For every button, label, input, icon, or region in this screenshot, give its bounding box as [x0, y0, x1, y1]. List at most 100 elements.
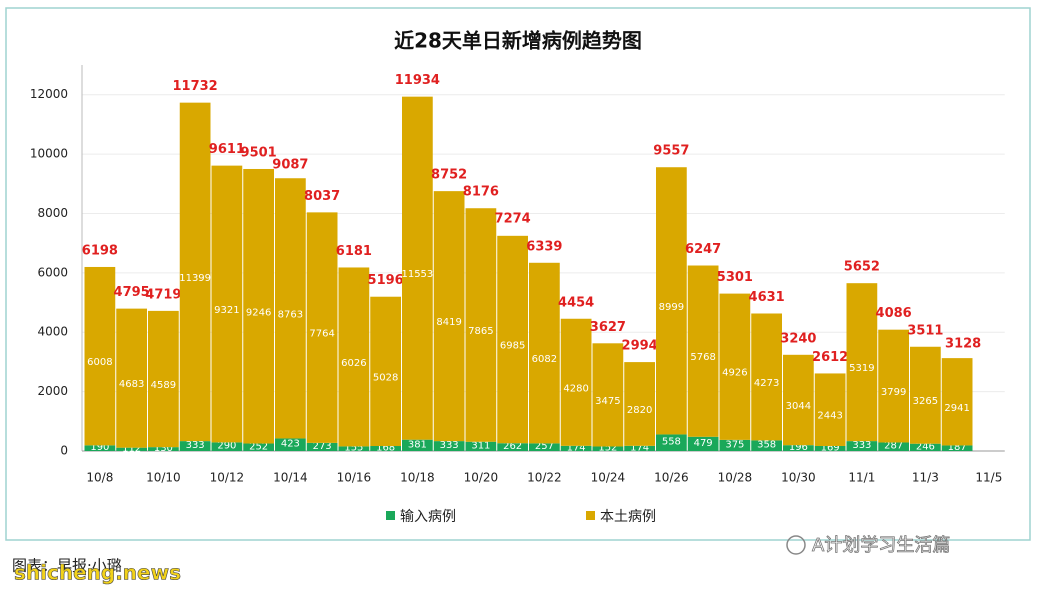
segment-label: 333 [852, 440, 871, 451]
y-tick-label: 2000 [37, 384, 68, 398]
bar-segment [306, 442, 338, 451]
segment-label: 333 [186, 440, 205, 451]
segment-label: 3799 [881, 387, 906, 398]
watermark-icon [786, 535, 806, 555]
segment-label: 2443 [817, 411, 842, 422]
bar-segment [687, 436, 719, 451]
total-label: 9611 [209, 142, 245, 157]
segment-label: 2941 [944, 403, 969, 414]
segment-label: 11399 [179, 273, 211, 284]
site-watermark: shicheng.news [14, 561, 181, 585]
bar-segment [560, 318, 592, 446]
bar-segment [529, 262, 560, 444]
bar-segment [687, 265, 719, 437]
segment-label: 155 [344, 443, 363, 454]
segment-label: 358 [757, 440, 776, 451]
bar-segment [783, 354, 814, 446]
bar-segment [719, 293, 751, 440]
y-tick-label: 10000 [30, 147, 68, 161]
bar-segment [624, 362, 655, 446]
segment-label: 252 [249, 441, 268, 452]
bar-segment [529, 443, 560, 451]
segment-label: 4280 [563, 383, 588, 394]
total-label: 8176 [463, 185, 499, 200]
x-tick-label: 10/26 [654, 471, 689, 485]
segment-label: 246 [916, 441, 935, 452]
bar-segment [243, 168, 274, 444]
segment-label: 558 [662, 437, 681, 448]
bar-segment [465, 441, 497, 451]
segment-label: 381 [408, 439, 427, 450]
bar-segment [751, 313, 782, 441]
bar-segment [878, 329, 909, 443]
segment-label: 3044 [786, 401, 811, 412]
total-label: 6339 [526, 239, 562, 254]
segment-label: 3265 [913, 396, 938, 407]
segment-label: 2820 [627, 405, 652, 416]
total-label: 7274 [495, 212, 531, 227]
segment-label: 5319 [849, 363, 874, 374]
bar-segment [814, 373, 846, 446]
total-label: 2612 [812, 350, 848, 365]
total-label: 3511 [907, 323, 943, 338]
total-label: 8752 [431, 168, 467, 183]
segment-label: 9246 [246, 307, 271, 318]
total-label: 9501 [241, 145, 277, 160]
segment-label: 6026 [341, 358, 366, 369]
segment-label: 196 [789, 442, 808, 453]
segment-label: 479 [694, 438, 713, 449]
bar-segment [624, 445, 655, 451]
bar-segment [179, 441, 211, 451]
total-label: 4719 [145, 287, 181, 302]
segment-label: 6008 [87, 357, 112, 368]
segment-label: 11553 [401, 269, 433, 280]
chart-title: 近28天单日新增病例趋势图 [394, 29, 642, 53]
bar-segment [275, 438, 306, 451]
total-label: 4631 [749, 290, 785, 305]
credit: 图表：早报·小璐 [12, 557, 122, 575]
watermark: A计划学习生活篇 [812, 535, 950, 556]
segment-label: 7764 [309, 329, 334, 340]
segment-label: 375 [725, 439, 744, 450]
x-tick-label: 10/28 [718, 471, 753, 485]
bar-segment [846, 441, 878, 451]
x-tick-label: 10/20 [464, 471, 499, 485]
segment-label: 262 [503, 441, 522, 452]
bar-segment [211, 442, 243, 451]
bar-segment [116, 308, 147, 448]
segment-label: 4589 [151, 380, 176, 391]
total-label: 11934 [395, 73, 440, 88]
legend-label: 本土病例 [600, 509, 656, 525]
total-label: 11732 [173, 79, 218, 94]
bar-segment [275, 178, 306, 439]
bar-segment [656, 434, 687, 451]
bar-segment [433, 191, 465, 442]
segment-label: 257 [535, 441, 554, 452]
x-tick-label: 10/24 [591, 471, 626, 485]
segment-label: 130 [154, 443, 173, 454]
bar-segment [497, 443, 528, 451]
bar-segment [719, 439, 751, 451]
total-label: 6247 [685, 242, 721, 257]
x-tick-label: 10/18 [400, 471, 435, 485]
segment-label: 5028 [373, 372, 398, 383]
bar-segment [592, 446, 624, 451]
bar-segment [306, 212, 338, 443]
bar-segment [402, 96, 433, 440]
bar-segment [656, 167, 687, 435]
bar-segment [910, 346, 941, 444]
bar-segment [878, 442, 909, 451]
segment-label: 273 [313, 441, 332, 452]
total-label: 5301 [717, 270, 753, 285]
segment-label: 187 [948, 442, 967, 453]
total-label: 9557 [653, 144, 689, 159]
segment-label: 152 [598, 443, 617, 454]
x-tick-label: 10/16 [337, 471, 372, 485]
total-label: 6198 [82, 243, 118, 258]
segment-label: 174 [567, 442, 586, 453]
bar-segment [592, 343, 624, 447]
bar-segment [910, 443, 941, 451]
y-tick-label: 0 [60, 444, 68, 458]
segment-label: 290 [217, 441, 236, 452]
